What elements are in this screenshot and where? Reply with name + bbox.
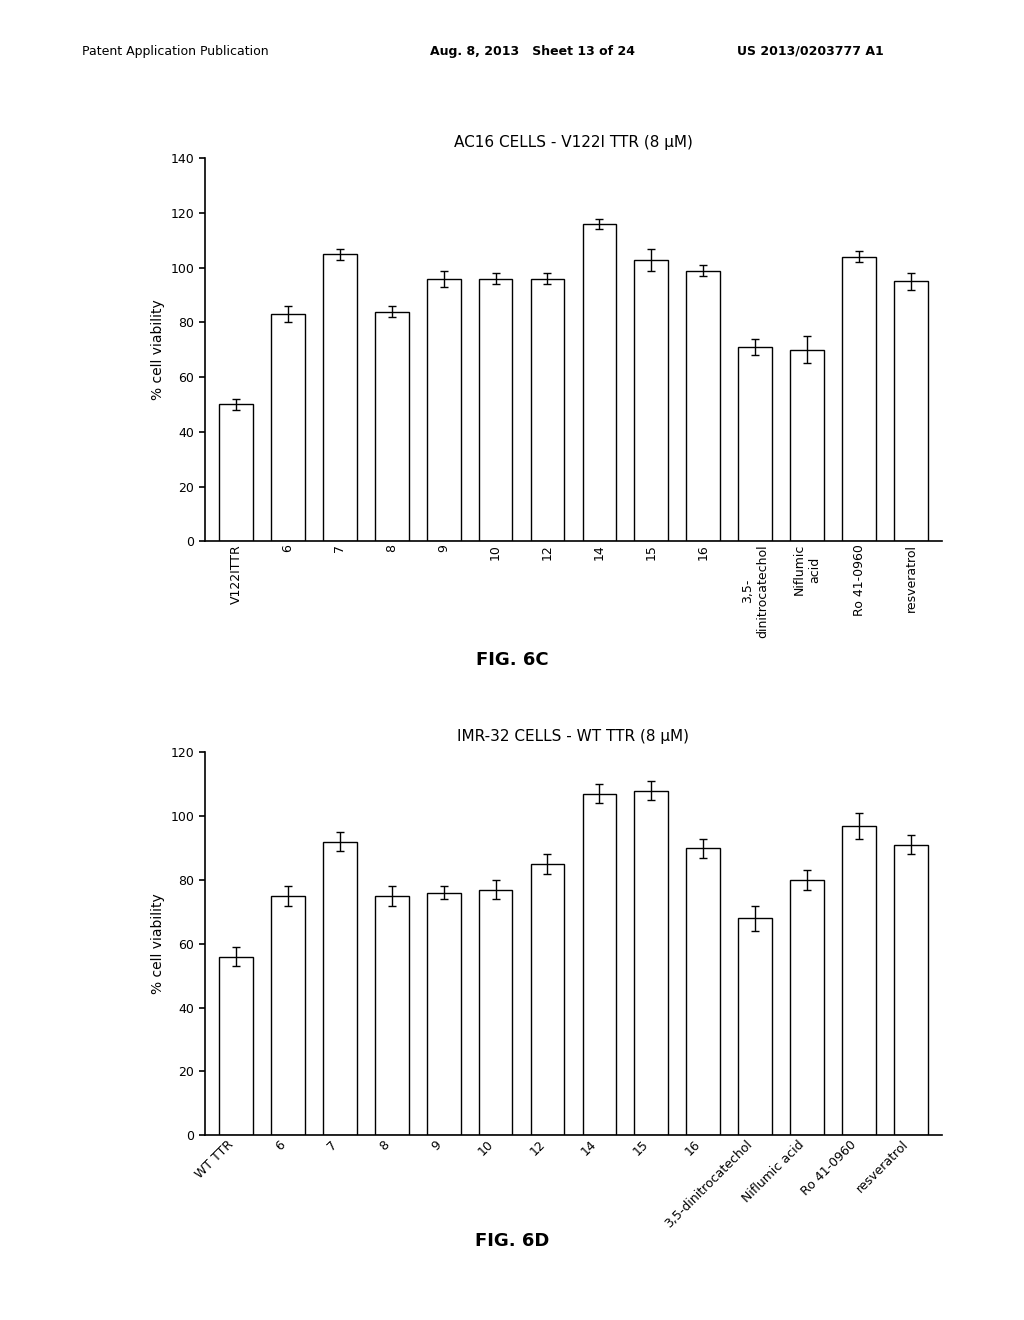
Bar (427, 892, 461, 1135)
Bar (686, 271, 720, 541)
Bar (738, 919, 772, 1135)
Title: AC16 CELLS - V122I TTR (8 μM): AC16 CELLS - V122I TTR (8 μM) (454, 135, 693, 150)
Bar (375, 896, 409, 1135)
Bar (738, 347, 772, 541)
Bar (791, 350, 824, 541)
Bar (219, 404, 253, 541)
Bar (635, 791, 669, 1135)
Bar (323, 842, 356, 1135)
Bar (323, 255, 356, 541)
Bar (271, 314, 305, 541)
Bar (842, 826, 876, 1135)
Y-axis label: % cell viability: % cell viability (151, 894, 165, 994)
Text: Aug. 8, 2013   Sheet 13 of 24: Aug. 8, 2013 Sheet 13 of 24 (430, 45, 635, 58)
Text: FIG. 6C: FIG. 6C (476, 651, 548, 669)
Bar (635, 260, 669, 541)
Bar (686, 847, 720, 1135)
Bar (583, 224, 616, 541)
Bar (478, 890, 512, 1135)
Bar (271, 896, 305, 1135)
Title: IMR-32 CELLS - WT TTR (8 μM): IMR-32 CELLS - WT TTR (8 μM) (458, 729, 689, 744)
Text: Patent Application Publication: Patent Application Publication (82, 45, 268, 58)
Bar (791, 880, 824, 1135)
Bar (894, 281, 928, 541)
Text: FIG. 6D: FIG. 6D (475, 1232, 549, 1250)
Text: US 2013/0203777 A1: US 2013/0203777 A1 (737, 45, 884, 58)
Bar (530, 865, 564, 1135)
Bar (530, 279, 564, 541)
Bar (375, 312, 409, 541)
Bar (583, 793, 616, 1135)
Bar (842, 257, 876, 541)
Bar (894, 845, 928, 1135)
Bar (478, 279, 512, 541)
Y-axis label: % cell viability: % cell viability (151, 300, 165, 400)
Bar (427, 279, 461, 541)
Bar (219, 957, 253, 1135)
